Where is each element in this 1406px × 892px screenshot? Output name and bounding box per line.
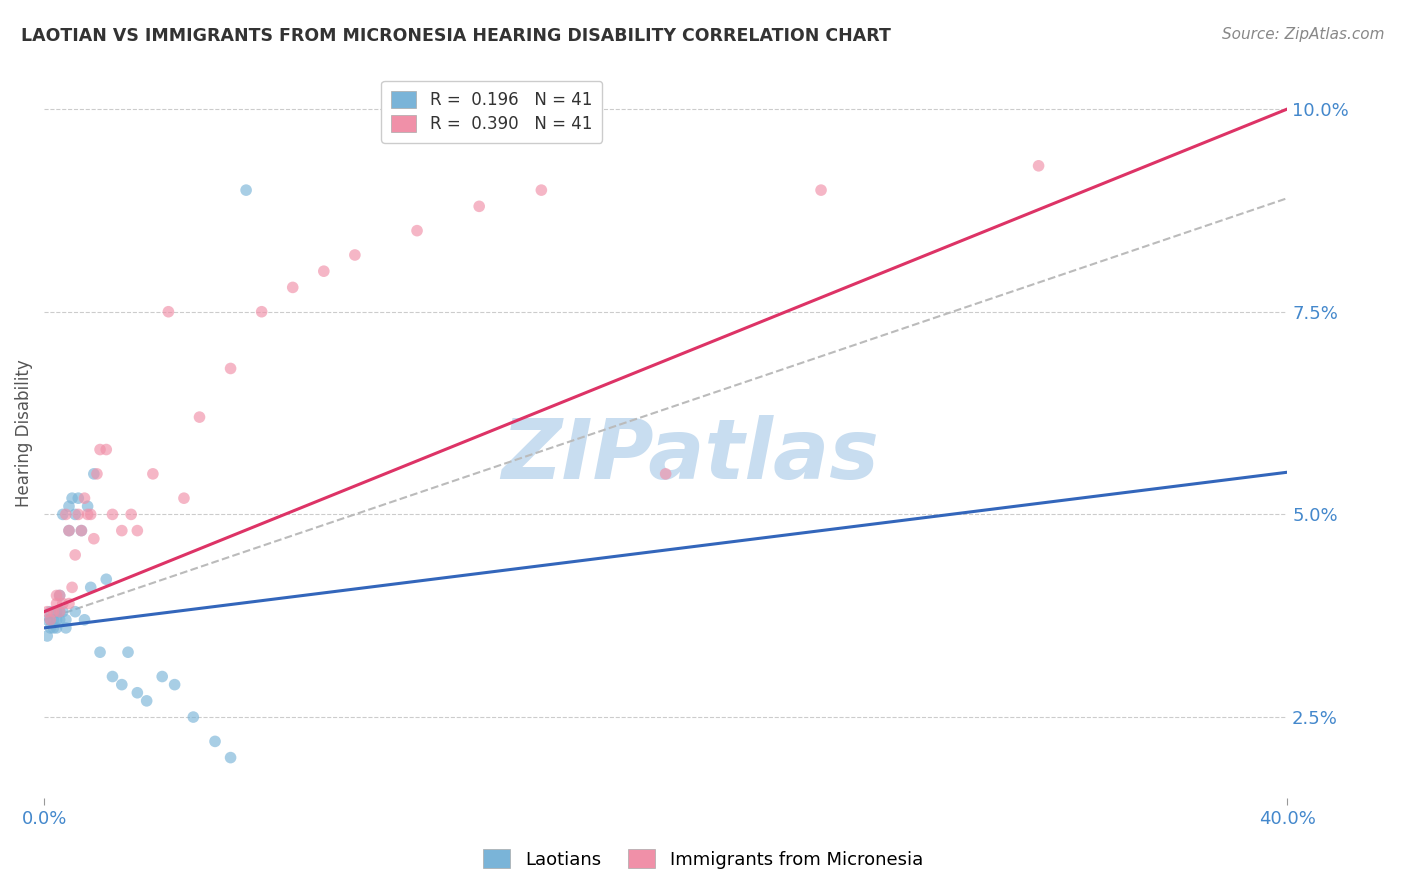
Point — [76, 508, 98, 522]
Point — [219, 361, 242, 376]
Point — [63, 548, 86, 562]
Point — [45, 613, 67, 627]
Point — [101, 669, 124, 683]
Point — [73, 491, 96, 505]
Point — [173, 491, 195, 505]
Point — [55, 621, 77, 635]
Point — [67, 508, 90, 522]
Point — [63, 605, 86, 619]
Text: LAOTIAN VS IMMIGRANTS FROM MICRONESIA HEARING DISABILITY CORRELATION CHART: LAOTIAN VS IMMIGRANTS FROM MICRONESIA HE… — [21, 27, 891, 45]
Point — [80, 508, 103, 522]
Point — [86, 467, 108, 481]
Point — [163, 678, 186, 692]
Point — [150, 669, 173, 683]
Point — [127, 686, 149, 700]
Text: ZIPatlas: ZIPatlas — [502, 415, 880, 496]
Point — [39, 613, 62, 627]
Point — [45, 589, 67, 603]
Point — [60, 491, 83, 505]
Point — [135, 694, 157, 708]
Point — [70, 524, 93, 538]
Point — [117, 645, 139, 659]
Point — [111, 524, 134, 538]
Point — [42, 613, 65, 627]
Point — [96, 572, 118, 586]
Point — [73, 613, 96, 627]
Point — [39, 621, 62, 635]
Point — [37, 605, 59, 619]
Point — [111, 678, 134, 692]
Legend: Laotians, Immigrants from Micronesia: Laotians, Immigrants from Micronesia — [477, 842, 929, 876]
Point — [48, 589, 70, 603]
Point — [120, 508, 142, 522]
Point — [70, 524, 93, 538]
Point — [58, 597, 80, 611]
Point — [654, 467, 676, 481]
Point — [810, 183, 832, 197]
Point — [58, 524, 80, 538]
Point — [80, 580, 103, 594]
Y-axis label: Hearing Disability: Hearing Disability — [15, 359, 32, 508]
Legend: R =  0.196   N = 41, R =  0.390   N = 41: R = 0.196 N = 41, R = 0.390 N = 41 — [381, 80, 602, 143]
Point — [39, 613, 62, 627]
Point — [76, 500, 98, 514]
Point — [45, 597, 67, 611]
Point — [89, 645, 111, 659]
Point — [60, 580, 83, 594]
Point — [55, 508, 77, 522]
Point — [63, 508, 86, 522]
Point — [48, 589, 70, 603]
Point — [406, 224, 429, 238]
Point — [42, 605, 65, 619]
Point — [250, 304, 273, 318]
Point — [101, 508, 124, 522]
Point — [48, 605, 70, 619]
Point — [52, 508, 75, 522]
Point — [55, 613, 77, 627]
Point — [48, 613, 70, 627]
Point — [45, 605, 67, 619]
Point — [42, 621, 65, 635]
Point — [312, 264, 335, 278]
Point — [204, 734, 226, 748]
Point — [468, 199, 491, 213]
Point — [39, 605, 62, 619]
Point — [52, 597, 75, 611]
Point — [142, 467, 165, 481]
Point — [52, 605, 75, 619]
Point — [219, 750, 242, 764]
Point — [37, 629, 59, 643]
Point — [83, 532, 105, 546]
Point — [1028, 159, 1050, 173]
Point — [37, 613, 59, 627]
Point — [89, 442, 111, 457]
Point — [157, 304, 180, 318]
Point — [127, 524, 149, 538]
Point — [67, 491, 90, 505]
Text: Source: ZipAtlas.com: Source: ZipAtlas.com — [1222, 27, 1385, 42]
Point — [48, 605, 70, 619]
Point — [45, 621, 67, 635]
Point — [530, 183, 553, 197]
Point — [58, 500, 80, 514]
Point — [281, 280, 304, 294]
Point — [343, 248, 366, 262]
Point — [188, 410, 211, 425]
Point — [96, 442, 118, 457]
Point — [235, 183, 257, 197]
Point — [83, 467, 105, 481]
Point — [58, 524, 80, 538]
Point — [181, 710, 204, 724]
